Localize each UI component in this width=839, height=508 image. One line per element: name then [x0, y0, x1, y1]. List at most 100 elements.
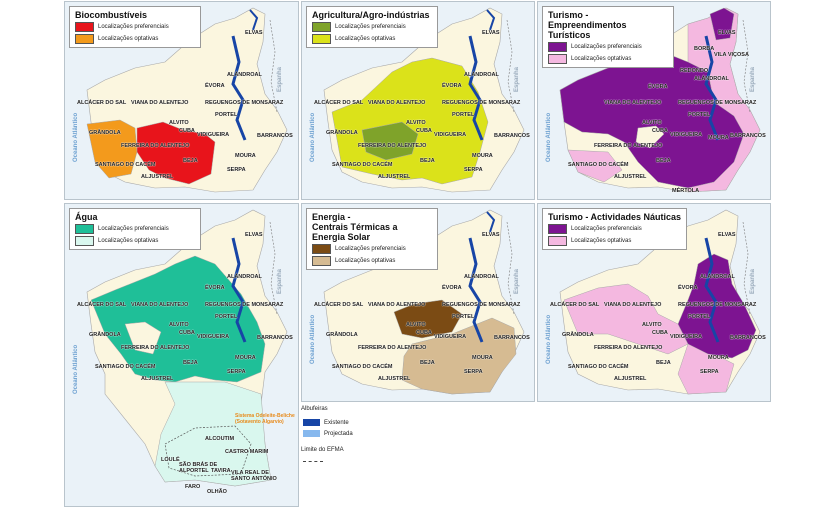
city-label: SÃO BRÁS DE ALPORTEL: [179, 462, 218, 474]
city-label: SERPA: [227, 167, 246, 173]
map-legend: Turismo - Empreendimentos Turísticos Loc…: [542, 6, 674, 68]
city-label: VIDIGUEIRA: [197, 334, 230, 340]
map-panel-biocombustiveis: Biocombustíveis Localizações preferencia…: [64, 1, 299, 200]
city-label: ALCOUTIM: [205, 436, 235, 442]
city-label: VIANA DO ALENTEJO: [368, 100, 426, 106]
city-label: FERREIRA DO ALENTEJO: [121, 143, 190, 149]
city-label: ALÁNDROAL: [464, 274, 499, 280]
city-label: CUBA: [652, 330, 668, 336]
city-label: BARRANCOS: [730, 335, 766, 341]
map-title: Turismo - Actividades Náuticas: [548, 212, 682, 222]
city-label: MOURA: [235, 153, 256, 159]
city-label: ALVITO: [642, 322, 662, 328]
city-label: ALÁNDROAL: [464, 72, 499, 78]
city-label: BARRANCOS: [494, 133, 530, 139]
map-turismo-nauticas: [538, 204, 770, 401]
city-label: ALJUSTREL: [378, 174, 411, 180]
city-label: BORBA: [694, 46, 715, 52]
map-biocombustiveis: [65, 2, 298, 199]
city-label: CUBA: [416, 128, 432, 134]
legend-item: Localizações preferenciais: [548, 224, 681, 234]
map-agricultura: [302, 2, 534, 199]
city-label: ALCÁCER DO SAL: [314, 302, 364, 308]
city-label: REGUENGOS DE MONSARAZ: [205, 302, 284, 308]
city-label: SERPA: [464, 369, 483, 375]
city-label: FERREIRA DO ALENTEJO: [358, 143, 427, 149]
city-label: ALJUSTREL: [614, 174, 647, 180]
city-label: VILA REAL DE SANTO ANTÓNIO: [231, 470, 277, 482]
city-label: VIDIGUEIRA: [197, 132, 230, 138]
city-label: SANTIAGO DO CACÉM: [332, 162, 393, 168]
city-label: ÉVORA: [442, 83, 462, 89]
city-label: ALCÁCER DO SAL: [550, 302, 600, 308]
legend-label: Localizações preferenciais: [571, 226, 642, 232]
legend-label: Localizações preferenciais: [98, 24, 169, 30]
map-panel-agricultura: Agricultura/Agro-indústrias Localizações…: [301, 1, 535, 200]
legend-label: Localizações optativas: [98, 36, 159, 42]
city-label: ALÁNDROAL: [700, 274, 735, 280]
city-label: SANTIAGO DO CACÉM: [568, 162, 629, 168]
city-label: REDONDO: [680, 68, 709, 74]
map-title: Turismo - Empreendimentos Turísticos: [548, 10, 627, 40]
legend-item: Localizações optativas: [548, 54, 668, 64]
city-label: BEJA: [656, 158, 671, 164]
legend-label: Localizações preferenciais: [335, 24, 406, 30]
legend-item: Localizações optativas: [312, 34, 432, 44]
map-legend: Biocombustíveis Localizações preferencia…: [69, 6, 201, 48]
city-label: BEJA: [656, 360, 671, 366]
city-label: MOURA: [472, 355, 493, 361]
city-label: BEJA: [420, 360, 435, 366]
city-label: VIANA DO ALENTEJO: [131, 100, 189, 106]
albufeiras-title: Albufeiras: [301, 406, 328, 412]
city-label: BEJA: [183, 158, 198, 164]
city-label: VIANA DO ALENTEJO: [604, 100, 662, 106]
legend-swatch: [75, 22, 94, 32]
city-label: BARRANCOS: [257, 335, 293, 341]
city-label: CUBA: [179, 330, 195, 336]
city-label: ÉVORA: [648, 84, 668, 90]
city-label: MOURA: [235, 355, 256, 361]
legend-swatch: [75, 34, 94, 44]
sea-label: Oceano Atlântico: [546, 112, 552, 162]
city-label: ALVITO: [169, 120, 189, 126]
city-label: MOURA: [708, 355, 729, 361]
city-label: BARRANCOS: [730, 133, 766, 139]
city-label: ALVITO: [169, 322, 189, 328]
city-label: TAVIRA: [211, 468, 231, 474]
city-label: SANTIAGO DO CACÉM: [95, 364, 156, 370]
map-panel-turismo-nauticas: Turismo - Actividades Náuticas Localizaç…: [537, 203, 771, 402]
legend-swatch: [548, 236, 567, 246]
city-label: ALJUSTREL: [141, 174, 174, 180]
city-label: REGUENGOS DE MONSARAZ: [678, 100, 757, 106]
legend-swatch: [548, 224, 567, 234]
legend-item: Localizações preferenciais: [312, 244, 432, 254]
city-label: VIANA DO ALENTEJO: [604, 302, 662, 308]
city-label: LOULÉ: [161, 457, 180, 463]
city-label: PORTEL: [215, 112, 238, 118]
city-label: OLHÃO: [207, 489, 227, 495]
city-label: ALCÁCER DO SAL: [77, 100, 127, 106]
city-label: ALCÁCER DO SAL: [77, 302, 127, 308]
city-label: BEJA: [420, 158, 435, 164]
spain-label: Espanha: [750, 66, 756, 92]
limite-label: Limite do EFMA: [301, 447, 344, 453]
legend-swatch: [303, 419, 320, 426]
city-label: ELVAS: [245, 30, 263, 36]
city-label: ALÁNDROAL: [227, 72, 262, 78]
city-label: ÉVORA: [678, 285, 698, 291]
city-label: GRÂNDOLA: [89, 130, 121, 136]
map-panel-turismo-empreendimentos: Turismo - Empreendimentos Turísticos Loc…: [537, 1, 771, 200]
city-label: MÉRTOLA: [672, 188, 700, 194]
legend-item: Localizações preferenciais: [75, 22, 195, 32]
legend-label: Localizações preferenciais: [98, 226, 169, 232]
legend-swatch: [548, 42, 567, 52]
sea-label: Oceano Atlântico: [73, 344, 79, 394]
city-label: ALVITO: [406, 120, 426, 126]
legend-label: Localizações optativas: [335, 258, 396, 264]
city-label: CUBA: [179, 128, 195, 134]
map-panel-energia: Energia - Centrais Térmicas a Energia So…: [301, 203, 535, 402]
legend-projectada: Projectada: [303, 430, 353, 437]
map-legend: Agricultura/Agro-indústrias Localizações…: [306, 6, 438, 48]
legend-label: Localizações optativas: [571, 238, 632, 244]
legend-swatch: [75, 224, 94, 234]
